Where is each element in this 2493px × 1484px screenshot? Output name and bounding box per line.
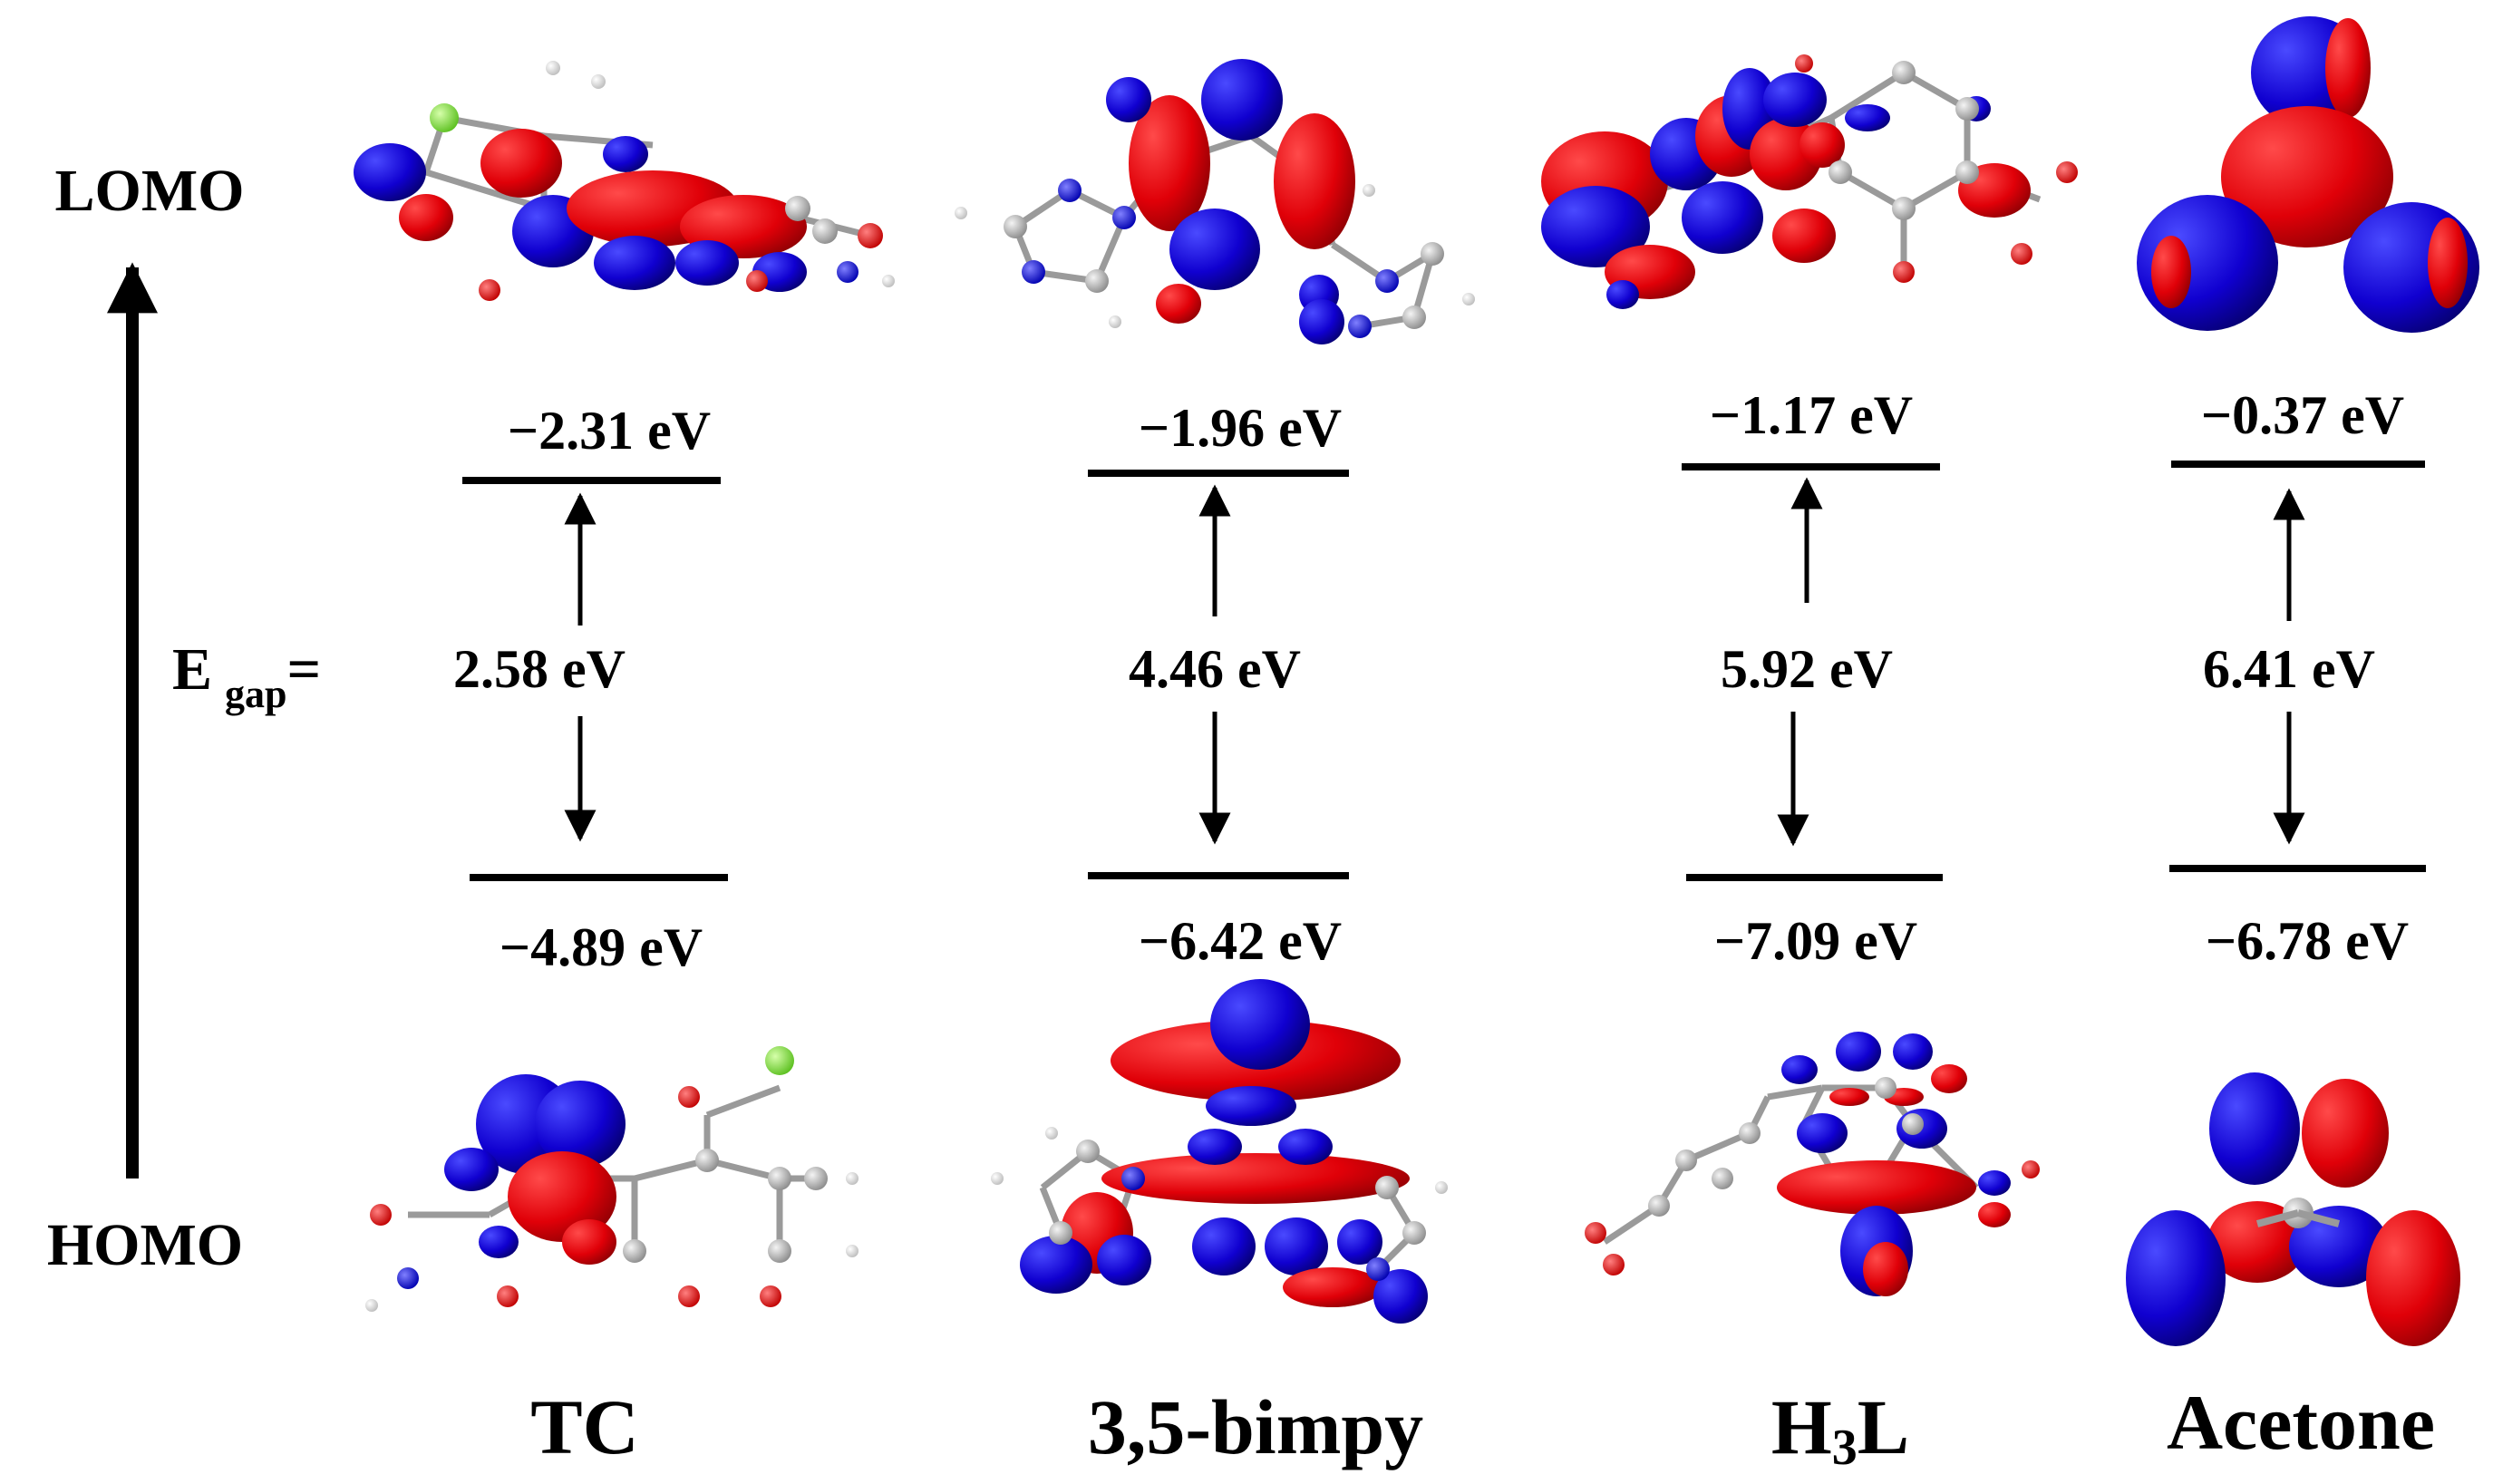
h3l-lumo-orbital-image — [1541, 54, 2078, 309]
bimpy-name: 3,5-bimpy — [1088, 1383, 1423, 1470]
tc-lumo-energy: −2.31 eV — [508, 401, 711, 461]
h3l-gap-value: 5.92 eV — [1721, 639, 1893, 699]
tc-name: TC — [530, 1383, 638, 1470]
h3l-name-h: H — [1771, 1383, 1832, 1470]
bimpy-homo-orbital-image — [991, 979, 1448, 1324]
column-acetone: −0.37 eV 6.41 eV −6.78 eV Acetone — [2126, 16, 2479, 1466]
column-h3l: −1.17 eV 5.92 eV −7.09 eV — [1541, 54, 2078, 1476]
h3l-lumo-energy: −1.17 eV — [1710, 385, 1913, 445]
acetone-gap-value: 6.41 eV — [2203, 639, 2375, 699]
acetone-name-part: Acetone — [2167, 1379, 2435, 1466]
lomo-label: LOMO — [55, 158, 245, 224]
egap-suffix: = — [287, 636, 322, 703]
h3l-name-sub: 3 — [1832, 1420, 1858, 1476]
acetone-lumo-energy: −0.37 eV — [2201, 385, 2404, 445]
column-tc: −2.31 eV 2.58 eV −4.89 eV — [354, 61, 895, 1470]
egap-main: E — [172, 636, 212, 703]
bimpy-name-part: 3,5-bimpy — [1088, 1383, 1423, 1470]
egap-sub: gap — [225, 672, 286, 716]
tc-homo-energy: −4.89 eV — [500, 917, 703, 977]
acetone-homo-energy: −6.78 eV — [2206, 911, 2409, 971]
acetone-name: Acetone — [2167, 1379, 2435, 1466]
bimpy-gap-value: 4.46 eV — [1129, 639, 1301, 699]
h3l-name: H3L — [1771, 1383, 1909, 1476]
tc-name-part: TC — [530, 1383, 638, 1470]
tc-lumo-orbital-image — [354, 61, 895, 301]
acetone-lumo-orbital-image — [2137, 16, 2479, 333]
column-3-5-bimpy: −1.96 eV 4.46 eV −6.42 eV — [955, 59, 1475, 1470]
bimpy-lumo-energy: −1.96 eV — [1139, 398, 1342, 458]
acetone-homo-orbital-image — [2126, 1072, 2460, 1346]
bimpy-lumo-orbital-image — [955, 59, 1475, 344]
h3l-name-l: L — [1858, 1383, 1909, 1470]
bimpy-homo-energy: −6.42 eV — [1139, 911, 1342, 971]
tc-gap-value: 2.58 eV — [453, 639, 626, 699]
h3l-homo-orbital-image — [1585, 1032, 2040, 1296]
tc-homo-orbital-image — [365, 1046, 858, 1312]
h3l-homo-energy: −7.09 eV — [1714, 911, 1917, 971]
homo-label: HOMO — [47, 1212, 243, 1278]
